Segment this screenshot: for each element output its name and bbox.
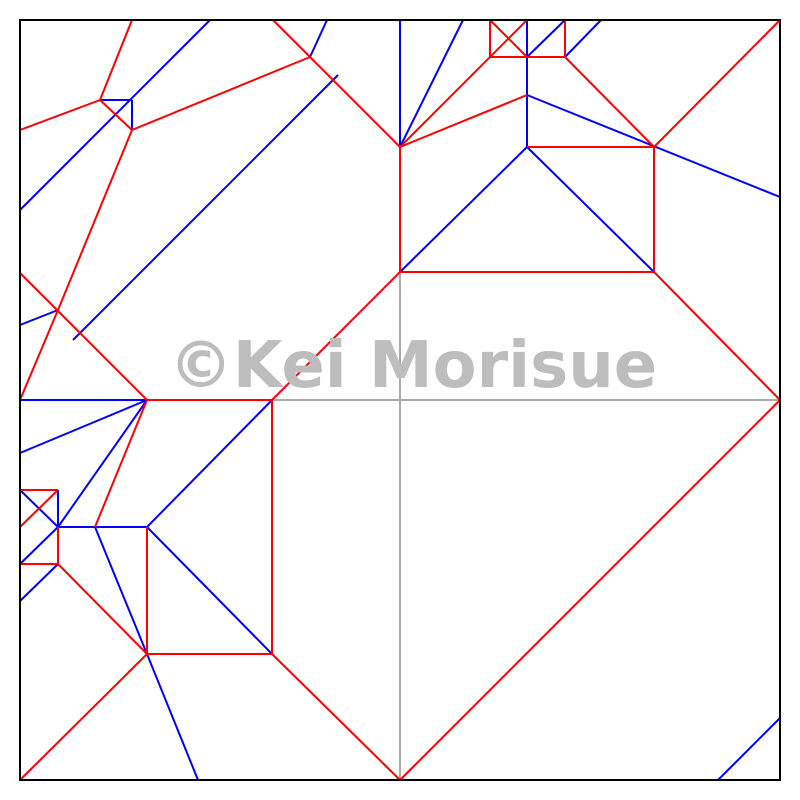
mountain-line [19, 99, 101, 131]
valley-line [526, 19, 566, 58]
valley-line [146, 526, 273, 655]
mountain-line [19, 309, 59, 401]
mountain-line [271, 653, 401, 781]
mountain-line [399, 399, 781, 781]
mountain-fold-lines [19, 19, 781, 781]
valley-line [309, 19, 328, 58]
mountain-line [57, 563, 148, 655]
valley-line [19, 526, 59, 565]
valley-line [399, 19, 464, 148]
mountain-line [564, 56, 655, 148]
mountain-line [57, 129, 133, 311]
mountain-line [19, 489, 59, 528]
valley-line [526, 146, 655, 273]
mountain-line [19, 272, 148, 401]
valley-line [717, 717, 781, 781]
mountain-line [489, 19, 528, 58]
valley-line [94, 526, 148, 655]
mountain-line [399, 94, 528, 148]
mountain-line [94, 399, 148, 528]
mountain-line [99, 99, 133, 131]
valley-line [19, 563, 59, 602]
valley-line [19, 309, 59, 326]
valley-line [57, 399, 148, 528]
mountain-line [271, 271, 401, 401]
mountain-line [272, 19, 401, 148]
valley-line [72, 74, 339, 341]
valley-line [146, 653, 199, 781]
mountain-line [653, 19, 781, 148]
mountain-line [131, 56, 311, 131]
valley-line [399, 146, 528, 273]
watermark-text: ©Kei Morisue [169, 329, 657, 403]
mountain-line [19, 653, 148, 781]
mountain-line [99, 19, 133, 101]
mountain-line [399, 19, 528, 148]
auxiliary-lines [272, 272, 780, 780]
valley-line [146, 399, 273, 528]
valley-line [564, 19, 602, 58]
mountain-line [653, 271, 781, 401]
valley-line [19, 399, 148, 454]
paper-border [19, 19, 781, 781]
